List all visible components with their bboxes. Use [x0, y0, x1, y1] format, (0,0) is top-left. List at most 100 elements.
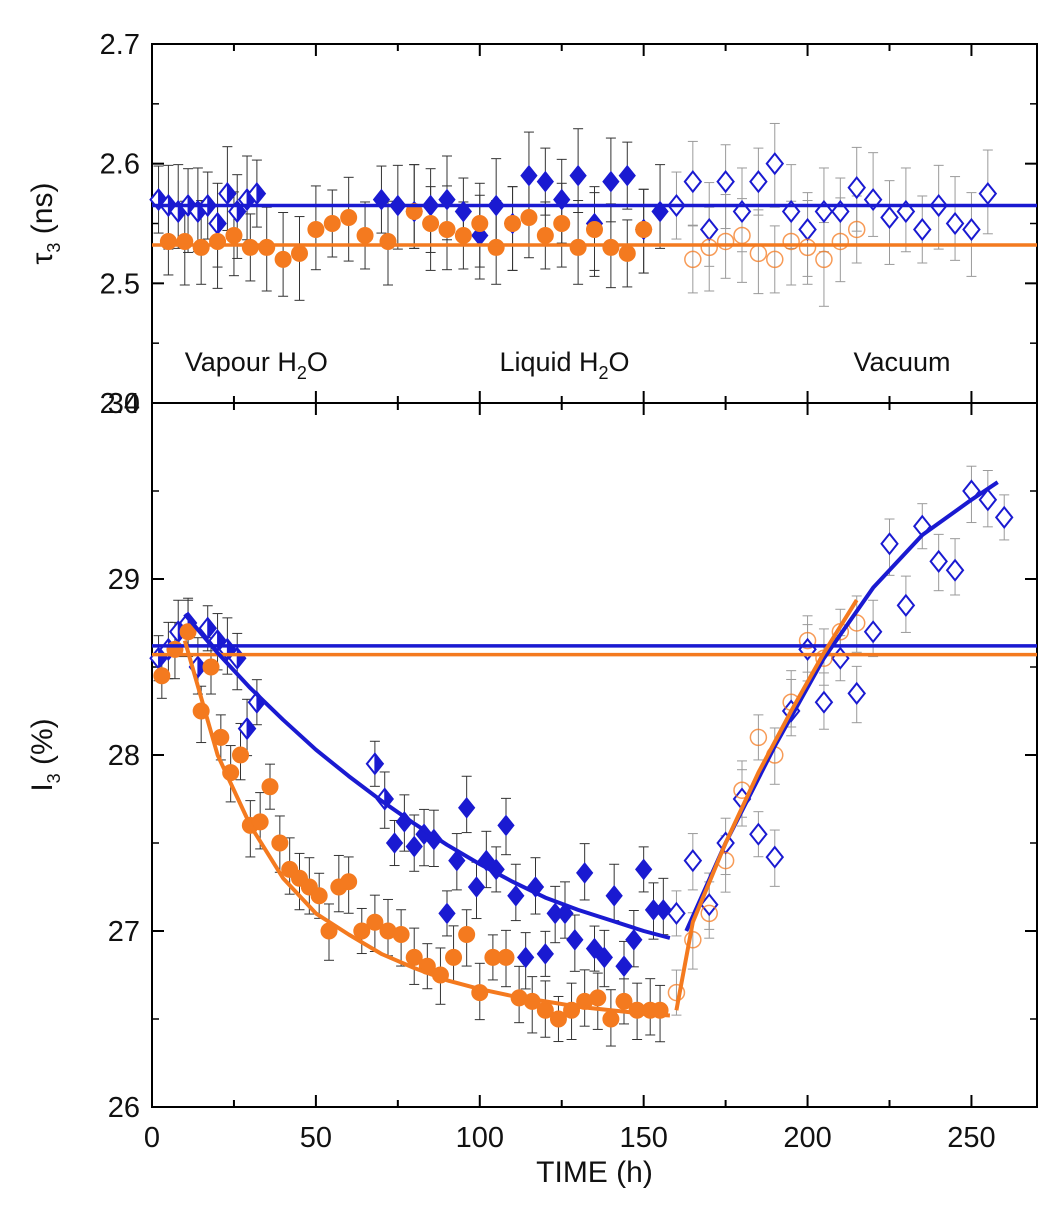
data-point	[667, 901, 686, 926]
data-point	[615, 992, 633, 1010]
data-point	[765, 845, 785, 869]
data-point	[880, 205, 899, 230]
data-point	[487, 238, 505, 256]
data-point	[586, 220, 603, 238]
data-point	[831, 232, 850, 251]
data-point	[232, 746, 249, 764]
data-point	[847, 220, 866, 239]
y-axis-title: I3 (%)	[26, 718, 64, 791]
data-point	[405, 203, 423, 221]
data-point-half	[207, 616, 217, 640]
data-point	[912, 217, 932, 242]
data-point	[896, 593, 916, 618]
data-point	[258, 238, 276, 256]
region-label-liquid: Liquid H2O	[499, 347, 629, 383]
y-tick-label: 26	[108, 1092, 140, 1124]
data-point	[569, 164, 587, 187]
region-label-vapour: Vapour H2O	[185, 347, 328, 383]
data-point	[945, 211, 965, 236]
region-label-vacuum: Vacuum	[853, 347, 950, 377]
data-point	[448, 849, 466, 872]
data-point	[209, 232, 227, 250]
x-axis-title: TIME (h)	[536, 1156, 653, 1189]
data-point	[566, 928, 584, 951]
data-point	[340, 209, 358, 227]
data-point	[274, 250, 292, 268]
series-circle-liquid	[356, 894, 666, 1047]
data-point	[553, 215, 571, 232]
data-point-half	[236, 646, 246, 670]
markers-circle-liquid	[356, 203, 653, 262]
y-tick-label: 2.7	[100, 29, 140, 61]
y-axis-title-part: τ	[26, 252, 59, 264]
data-point	[585, 937, 604, 960]
data-point	[507, 884, 525, 907]
data-point	[625, 928, 643, 951]
markers-circle-vacuum	[684, 220, 866, 269]
data-point	[159, 232, 177, 250]
data-point	[831, 646, 850, 670]
x-tick-label: 150	[619, 1122, 667, 1154]
region-label-vapour-part: O	[307, 347, 328, 377]
data-point	[356, 226, 374, 244]
data-point	[271, 834, 289, 852]
markers-circle-liquid	[353, 913, 669, 1028]
data-point	[798, 217, 817, 242]
data-point	[471, 215, 489, 232]
y-tick-label: 2.5	[100, 268, 140, 300]
region-label-liquid-part: 2	[599, 363, 609, 383]
data-point	[635, 220, 653, 238]
data-point	[684, 250, 702, 269]
data-point	[602, 1010, 620, 1028]
data-point	[749, 170, 768, 194]
data-point	[392, 926, 410, 944]
data-point	[814, 690, 834, 714]
data-point	[454, 226, 472, 244]
series-diamond-liquid-a	[369, 740, 390, 829]
data-point	[504, 215, 522, 232]
y-axis-title-part: 3	[44, 243, 64, 253]
y-tick-label: 29	[108, 564, 140, 596]
y-tick-label: 28	[108, 740, 140, 772]
data-point	[798, 238, 817, 257]
top-panel: 2.42.52.62.7τ3 (ns)Vapour H2O Liquid H2O V…	[26, 29, 1038, 420]
data-point	[595, 946, 613, 969]
data-point	[978, 181, 998, 206]
data-point	[815, 250, 833, 269]
data-point	[847, 175, 867, 200]
data-point	[520, 164, 538, 187]
data-point	[945, 558, 965, 582]
series-diamond-vacuum	[671, 465, 1010, 937]
data-point	[310, 887, 328, 905]
data-point	[153, 667, 171, 685]
circle-recovery-fit	[674, 599, 859, 1011]
data-point-half	[197, 655, 207, 679]
data-point	[179, 623, 197, 641]
x-tick-label: 0	[144, 1122, 160, 1154]
y-tick-label: 30	[108, 388, 140, 420]
data-point	[340, 873, 358, 891]
data-point	[422, 215, 440, 232]
data-point	[438, 220, 456, 238]
data-point	[458, 926, 476, 944]
data-point	[716, 232, 735, 251]
bottom-panel: 26 27 28 29 30 0 50 100 150 200 250 I3 (%) TIME (h)	[26, 388, 1038, 1189]
data-point	[405, 948, 423, 966]
data-point	[385, 832, 404, 854]
data-point	[536, 943, 554, 965]
y-tick-label: 27	[108, 916, 140, 948]
data-point	[749, 728, 768, 747]
data-point	[716, 170, 735, 194]
data-point-half	[217, 212, 227, 235]
data-point	[202, 658, 220, 676]
data-point	[978, 488, 998, 512]
y-axis-title-part: (ns)	[26, 183, 59, 243]
data-point	[654, 899, 672, 921]
y-axis-title-part: 3	[44, 773, 64, 783]
x-tick-label: 100	[456, 1122, 504, 1154]
data-point	[699, 217, 719, 242]
data-point	[618, 244, 636, 262]
data-point-half	[374, 752, 384, 776]
markers-circle-vacuum	[667, 614, 866, 1002]
x-tick-label: 200	[783, 1122, 831, 1154]
